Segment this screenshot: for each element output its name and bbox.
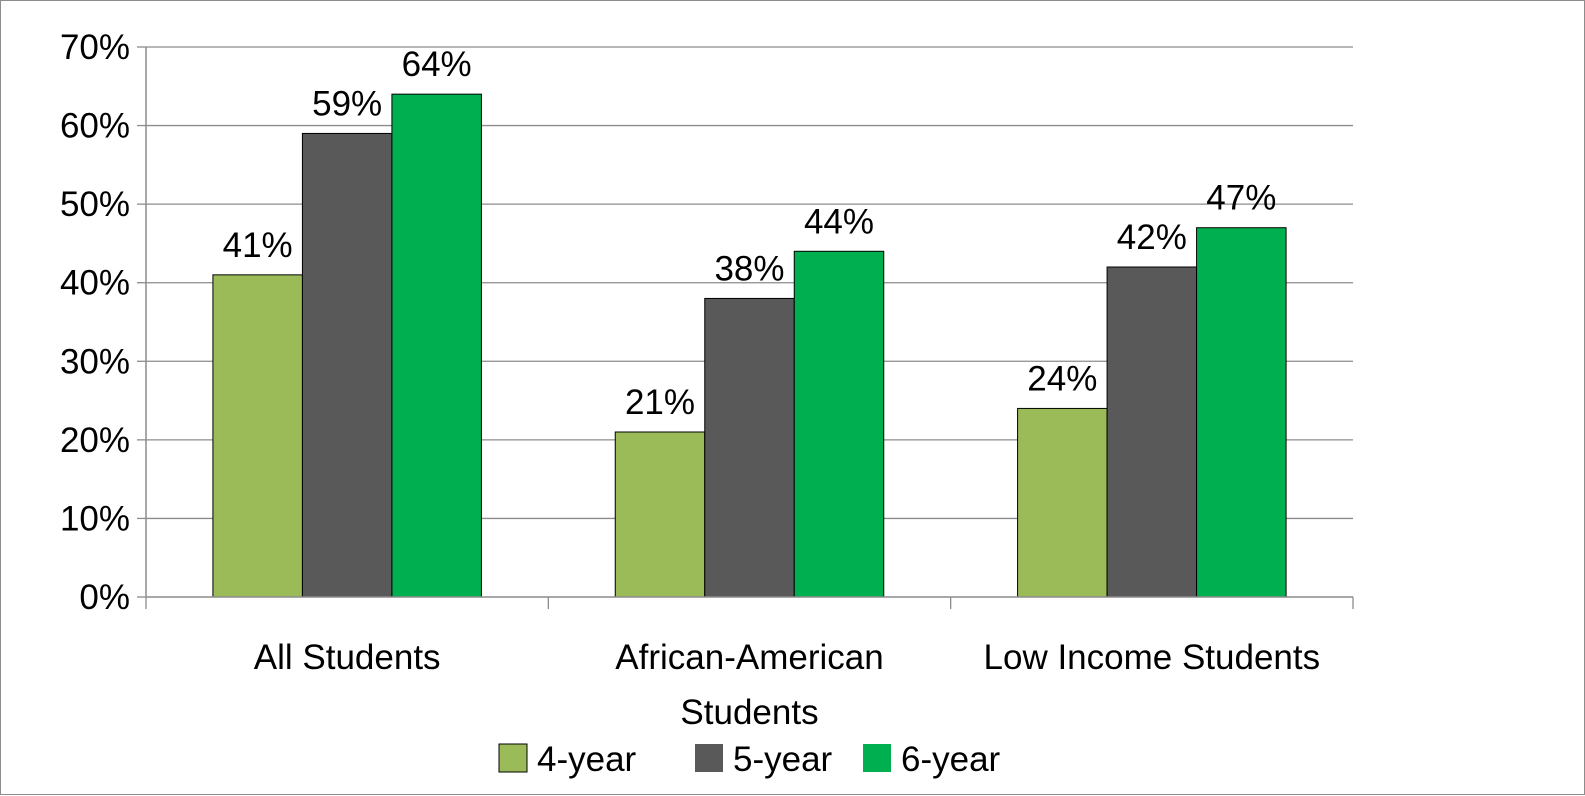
category-label: All Students [254,638,441,677]
category-label: Low Income Students [984,638,1321,677]
y-tick-label: 50% [60,185,130,224]
y-tick-label: 20% [60,421,130,460]
data-label: 21% [625,383,695,422]
bar [1017,407,1108,598]
bar [793,250,885,598]
bar [1196,227,1287,598]
bar [614,431,706,598]
bar [391,93,482,598]
data-label: 64% [402,45,472,84]
axes: 0% 10% 20% 30% 40% 50% 60% 70% All Students Afric… [60,28,1354,732]
bar [301,132,393,598]
y-tick-label: 30% [60,342,130,381]
y-tick-label: 0% [79,578,130,617]
bar [212,274,303,598]
y-tick-label: 40% [60,264,130,303]
legend: 4-year 5-year 6-year [498,740,1001,779]
data-label: 24% [1027,359,1097,398]
legend-swatch [863,744,891,772]
data-label: 41% [223,226,293,265]
data-labels: 41% 59% 64% 21% 38% 44% 24% 42% 47% [223,45,1277,422]
bars [212,93,1287,598]
data-label: 38% [714,249,784,288]
legend-swatch [695,744,723,772]
bar [704,297,795,598]
y-tick-label: 10% [60,499,130,538]
data-label: 42% [1117,218,1187,257]
category-label: Students [680,693,818,732]
y-tick-label: 60% [60,107,130,146]
bar [1106,266,1198,598]
data-label: 47% [1206,179,1276,218]
y-tick-label: 70% [60,28,130,67]
legend-label: 4-year [537,740,637,779]
legend-label: 6-year [901,740,1001,779]
category-label: African-American [615,638,883,677]
data-label: 44% [804,202,874,241]
legend-swatch [498,743,528,773]
legend-label: 5-year [733,740,833,779]
data-label: 59% [312,84,382,123]
